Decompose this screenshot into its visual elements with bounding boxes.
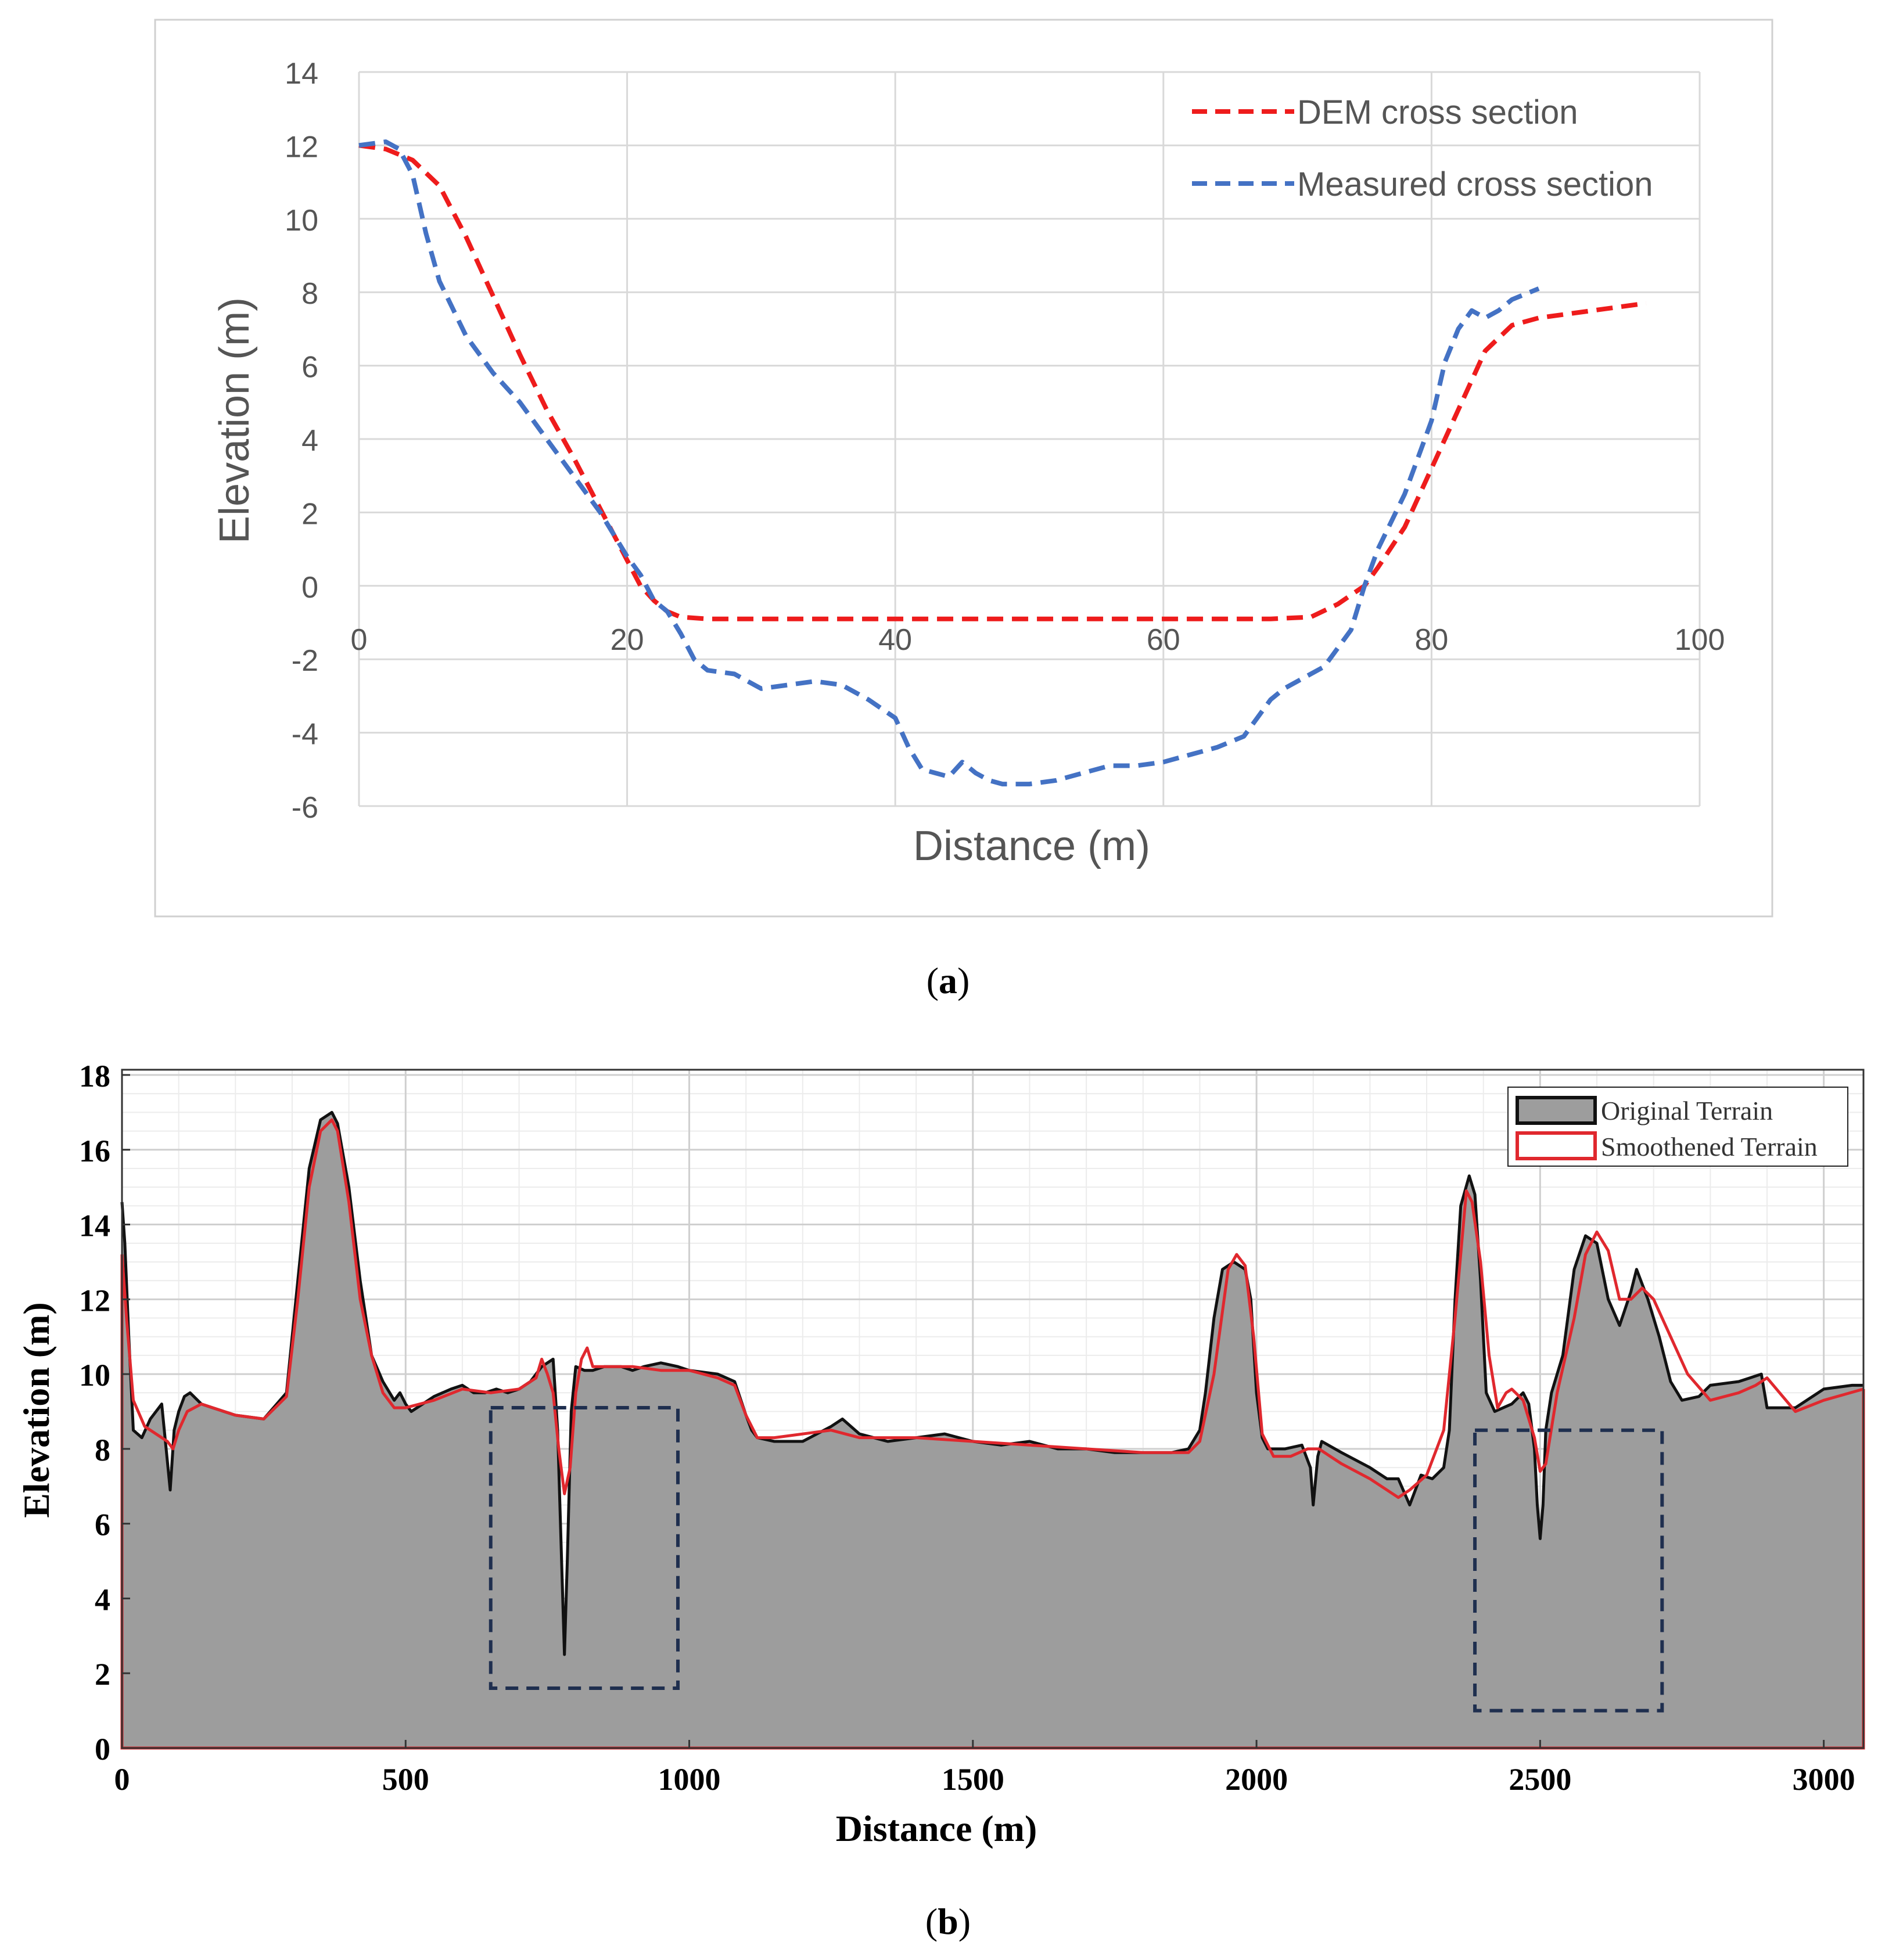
chart-a-gridlines [358, 71, 1701, 807]
chart-b-y-axis-label: Elevation (m) [16, 1302, 57, 1518]
y-tick-label: 0 [301, 571, 318, 605]
y-tick-label: 2 [301, 497, 318, 531]
highlight-box-1 [489, 1406, 680, 1690]
chart-b: 0 500 1000 1500 2000 2500 3000 18 16 14 12 10 8 6 4 20 … [16, 1059, 1865, 1849]
highlight-box-2 [1473, 1428, 1664, 1713]
legend-swatch-original [1516, 1096, 1597, 1125]
chart-b-highlight-boxes [489, 1406, 1664, 1713]
x-tick-label: 60 [1147, 623, 1180, 657]
x-tick-label: 2500 [1509, 1762, 1571, 1797]
x-tick-label: 500 [382, 1762, 429, 1797]
x-tick-label: 40 [878, 623, 912, 657]
series-original-terrain-area [122, 1112, 1863, 1748]
legend-swatch-smoothened [1516, 1131, 1597, 1160]
legend-label-measured: Measured cross section [1297, 166, 1653, 203]
panel-a-caption: (a) [927, 960, 970, 1001]
y-tick-label: -6 [292, 791, 318, 825]
x-tick-label: 100 [1675, 623, 1725, 657]
x-tick-label: 1500 [942, 1762, 1004, 1797]
x-tick-label: 1000 [658, 1762, 721, 1797]
x-tick-label: 80 [1414, 623, 1448, 657]
y-tick-label: 8 [301, 277, 318, 311]
y-tick-label: 6 [301, 351, 318, 384]
series-dem-cross-section [358, 143, 1647, 621]
chart-a-frame [154, 19, 1773, 918]
y-tick-label: 8 [95, 1433, 110, 1468]
series-smoothened-terrain-line [120, 1118, 1864, 1499]
y-tick-label: 10 [79, 1358, 110, 1393]
y-tick-label: 16 [79, 1134, 110, 1168]
legend-label-dem: DEM cross section [1297, 93, 1578, 131]
y-tick-label: 14 [79, 1209, 110, 1243]
chart-b-legend: Original Terrain Smoothened Terrain [1507, 1087, 1848, 1167]
y-tick-label: 14 [285, 57, 318, 91]
chart-b-x-axis-label: Distance (m) [836, 1808, 1037, 1849]
series-measured-cross-section [358, 139, 1540, 787]
y-tick-label: 12 [285, 130, 318, 164]
y-tick-label: 18 [79, 1059, 110, 1094]
panel-b-caption: (b) [925, 1901, 971, 1942]
chart-b-plot-border [121, 1069, 1865, 1749]
x-tick-label: 2000 [1225, 1762, 1288, 1797]
x-tick-label: 3000 [1793, 1762, 1855, 1797]
chart-a-x-axis-label: Distance (m) [913, 823, 1150, 869]
y-tick-label: 10 [285, 204, 318, 238]
y-tick-label: 4 [95, 1582, 110, 1617]
y-tick-label: -4 [292, 718, 318, 751]
y-tick-label: 6 [95, 1508, 110, 1542]
legend-label-original: Original Terrain [1601, 1096, 1773, 1125]
x-tick-label: 0 [351, 623, 368, 657]
y-tick-label: -2 [292, 644, 318, 678]
y-tick-label: 12 [79, 1283, 110, 1318]
y-tick-label: 4 [301, 424, 318, 458]
chart-a-series [358, 139, 1647, 787]
x-tick-label: 20 [611, 623, 644, 657]
x-tick-label: 0 [114, 1762, 130, 1797]
legend-label-smoothened: Smoothened Terrain [1601, 1132, 1818, 1161]
chart-b-tick-labels: 0 500 1000 1500 2000 2500 3000 18 16 14 12 10 8 6 4 2 0 [79, 1059, 1855, 1797]
chart-a-y-axis-label: Elevation (m) [211, 297, 258, 544]
y-tick-label: 0 [95, 1732, 110, 1767]
chart-a-legend: DEM cross section Measured cross section [1192, 93, 1653, 203]
y-tick-label: 2 [95, 1657, 110, 1692]
